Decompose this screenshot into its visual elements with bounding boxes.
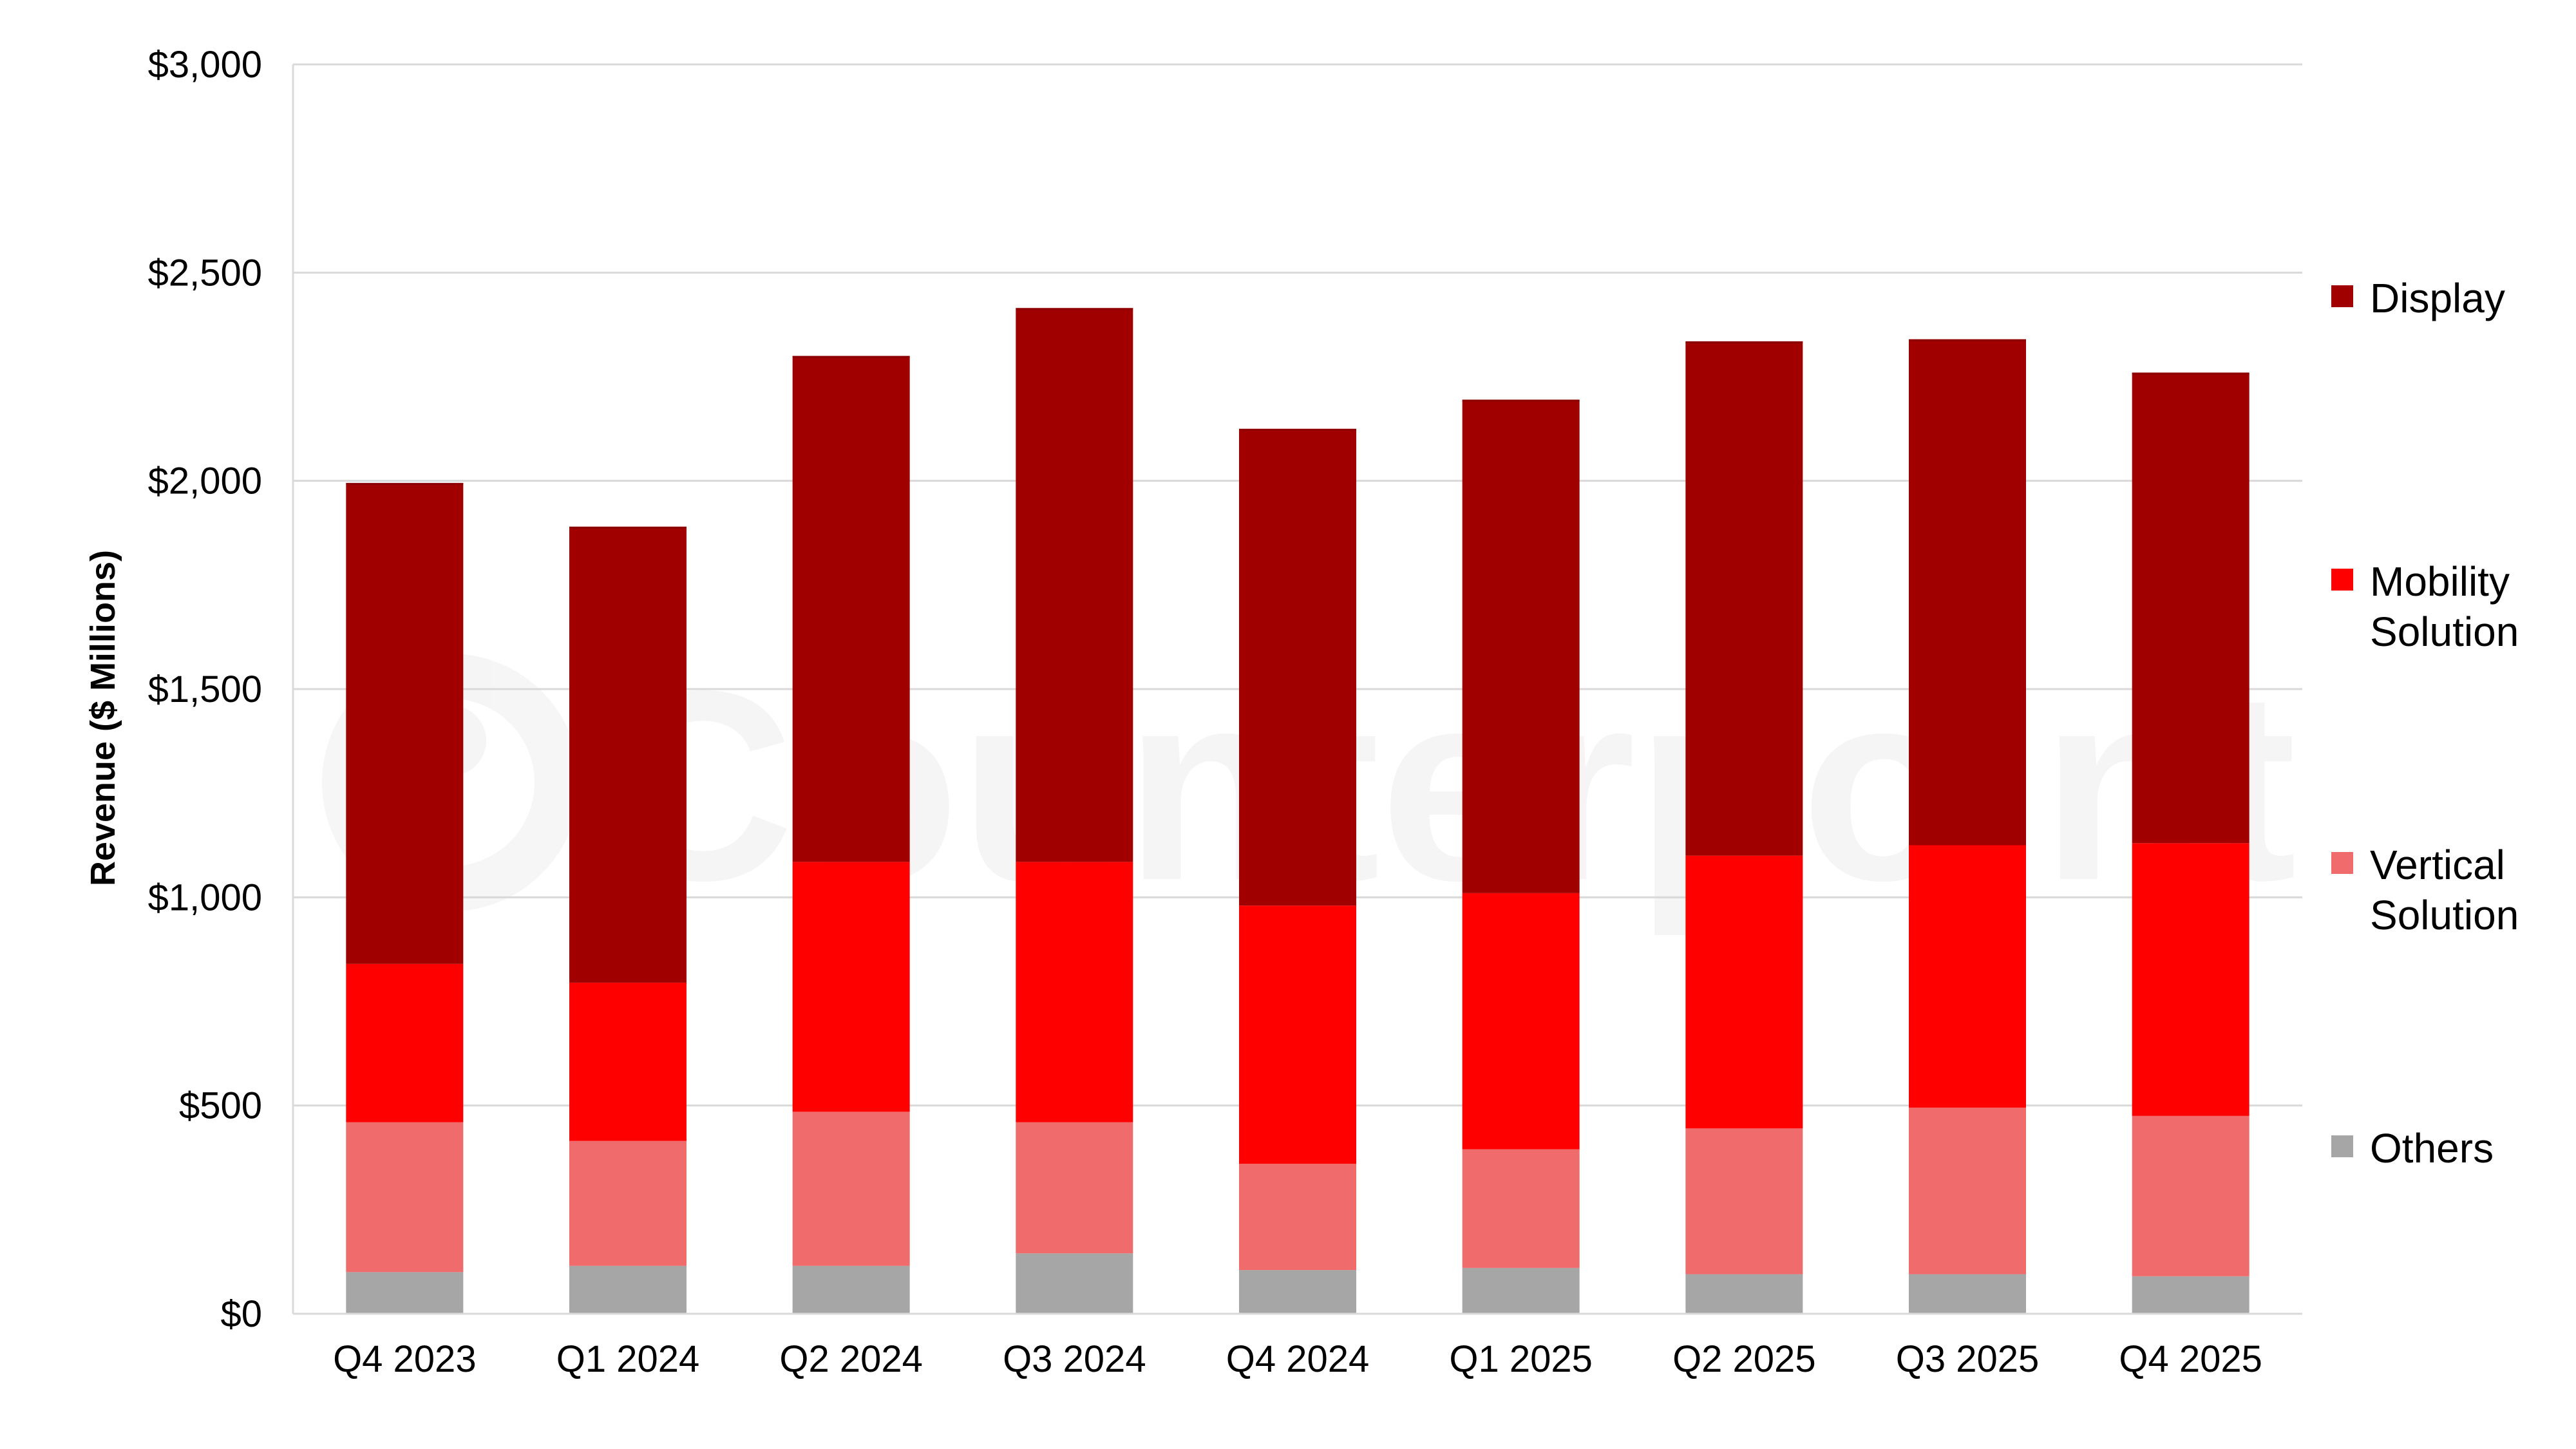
bar-top-edge [1909,339,2026,341]
x-tick-label: Q2 2025 [1672,1338,1816,1380]
y-tick-label: $1,500 [148,668,262,710]
bar-segment-display [1909,339,2026,846]
bar-top-edge [1016,308,1133,310]
bar-segment-others [1016,1253,1133,1314]
legend-label: Solution [2370,892,2519,938]
bar-segment-display [1462,399,1580,893]
bar-segment-mobility-solution [2132,843,2249,1116]
x-tick-label: Q1 2024 [556,1338,700,1380]
bar-segment-vertical-solution [1462,1149,1580,1268]
bar-stack [1462,399,1580,1314]
legend-label: Others [2370,1125,2494,1171]
bar-top-edge [1462,399,1580,402]
bar-segment-display [1016,308,1133,862]
bar-segment-others [1909,1274,2026,1314]
y-tick-label: $2,500 [148,252,262,294]
y-tick-label: $1,000 [148,876,262,918]
legend-swatch [2331,1135,2353,1157]
legend-swatch [2331,569,2353,591]
legend-swatch [2331,285,2353,307]
bar-segment-mobility-solution [1239,905,1356,1164]
bar-segment-mobility-solution [1462,893,1580,1150]
y-axis-title: Revenue ($ Millions) [84,550,122,886]
bar-segment-display [569,526,687,983]
bar-segment-mobility-solution [1909,845,2026,1108]
bar-segment-mobility-solution [1685,855,1803,1129]
bar-top-edge [792,355,910,358]
bar-top-edge [346,482,464,485]
bar-segment-vertical-solution [1239,1164,1356,1271]
x-tick-label: Q4 2023 [333,1338,477,1380]
legend-swatch [2331,852,2353,874]
bar-segment-mobility-solution [346,963,464,1122]
y-tick-label: $500 [179,1085,262,1127]
bar-stack [346,482,464,1314]
bar-segment-others [569,1265,687,1314]
bar-segment-display [792,355,910,862]
legend-item-others: Others [2331,1125,2494,1171]
bar-stack [569,526,687,1314]
axes: $0 $500 $1,000 $1,500 $2,000 $2,500 $3,000 Q4 2… [148,44,2302,1380]
bar-segment-vertical-solution [569,1141,687,1266]
x-tick-label: Q3 2025 [1896,1338,2040,1380]
bar-stack [1685,341,1803,1314]
bar-segment-vertical-solution [2132,1115,2249,1276]
legend-label: Solution [2370,609,2519,655]
bar-segment-others [346,1272,464,1314]
bar-stack [1239,428,1356,1314]
bar-segment-others [1685,1274,1803,1314]
y-tick-label: $2,000 [148,460,262,502]
y-tick-label: $0 [220,1293,262,1335]
bar-top-edge [2132,372,2249,375]
bar-segment-display [2132,372,2249,844]
x-tick-label: Q2 2024 [779,1338,923,1380]
bar-segment-others [2132,1276,2249,1314]
bar-stack [1909,339,2026,1314]
bar-segment-others [1239,1270,1356,1314]
legend-item-display: Display [2331,275,2505,321]
x-tick-label: Q1 2025 [1449,1338,1593,1380]
bar-top-edge [569,526,687,529]
bar-segment-vertical-solution [1016,1122,1133,1254]
bar-segment-vertical-solution [792,1112,910,1266]
bar-top-edge [1685,341,1803,344]
bar-segment-others [1462,1267,1580,1314]
bar-stack [2132,372,2249,1314]
bars [346,308,2249,1314]
x-tick-label: Q4 2024 [1226,1338,1370,1380]
bar-segment-mobility-solution [792,862,910,1112]
bar-segment-display [1239,428,1356,906]
bar-segment-display [1685,341,1803,856]
x-tick-label: Q3 2024 [1003,1338,1146,1380]
x-tick-label: Q4 2025 [2119,1338,2262,1380]
legend-label: Mobility [2370,558,2510,605]
y-tick-label: $3,000 [148,44,262,86]
bar-top-edge [1239,428,1356,431]
legend: DisplayMobilitySolutionVerticalSolutionO… [2331,275,2519,1171]
bar-segment-mobility-solution [569,982,687,1141]
bar-segment-vertical-solution [346,1122,464,1273]
legend-label: Display [2370,275,2505,321]
bar-segment-vertical-solution [1685,1128,1803,1274]
bar-stack [792,355,910,1314]
legend-label: Vertical [2370,842,2505,888]
bar-segment-display [346,482,464,964]
bar-stack [1016,308,1133,1314]
bar-segment-vertical-solution [1909,1107,2026,1274]
bar-segment-others [792,1265,910,1314]
bar-segment-mobility-solution [1016,862,1133,1122]
